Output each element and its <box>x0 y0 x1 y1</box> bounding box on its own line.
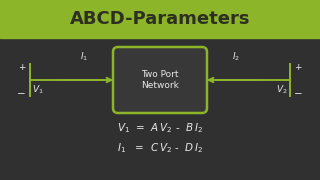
Text: −: − <box>294 89 303 99</box>
Bar <box>0 0 320 38</box>
Text: $I_1$: $I_1$ <box>80 51 88 63</box>
Text: $V_1$: $V_1$ <box>32 84 44 96</box>
Text: +: + <box>294 64 301 73</box>
FancyBboxPatch shape <box>113 47 207 113</box>
Text: −: − <box>17 89 26 99</box>
Text: $I_1$   =  $C\,V_2$ -  $D\,I_2$: $I_1$ = $C\,V_2$ - $D\,I_2$ <box>117 141 203 155</box>
Text: $I_2$: $I_2$ <box>232 51 240 63</box>
Text: ABCD-Parameters: ABCD-Parameters <box>70 10 250 28</box>
Text: +: + <box>19 64 26 73</box>
Text: Two Port
Network: Two Port Network <box>141 70 179 90</box>
Text: $V_2$: $V_2$ <box>276 84 288 96</box>
Text: $V_1$  =  $A\,V_2$ -  $B\,I_2$: $V_1$ = $A\,V_2$ - $B\,I_2$ <box>117 121 203 135</box>
